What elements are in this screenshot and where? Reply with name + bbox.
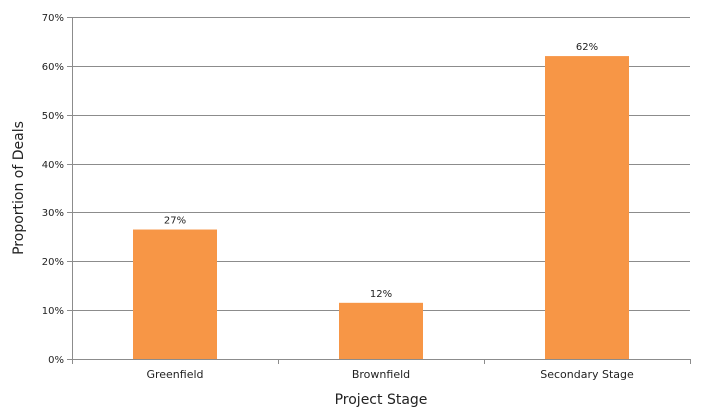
data-label: 27% <box>164 216 186 227</box>
x-category-label: Secondary Stage <box>540 368 634 381</box>
y-tick-label: 30% <box>42 208 64 219</box>
data-label: 12% <box>370 289 392 300</box>
bar <box>133 229 217 359</box>
bar <box>545 56 629 359</box>
y-tick-label: 40% <box>42 160 64 171</box>
data-label: 62% <box>576 42 598 53</box>
y-tick-label: 50% <box>42 111 64 122</box>
y-axis-title: Proportion of Deals <box>11 121 27 255</box>
bars <box>133 56 629 359</box>
bar <box>339 302 423 359</box>
y-tick-label: 60% <box>42 62 64 73</box>
axes <box>72 17 691 364</box>
y-tick-label: 10% <box>42 306 64 317</box>
y-tick-label: 0% <box>48 355 64 366</box>
x-category-label: Brownfield <box>352 368 410 381</box>
x-category-label: Greenfield <box>146 368 203 381</box>
labels: 0% 10% 20% 30% 40% 50% 60% 70% 27% Greenfield 12% B… <box>42 13 634 381</box>
y-tick-label: 20% <box>42 257 64 268</box>
x-axis-title: Project Stage <box>335 392 428 408</box>
y-tick-label: 70% <box>42 13 64 24</box>
